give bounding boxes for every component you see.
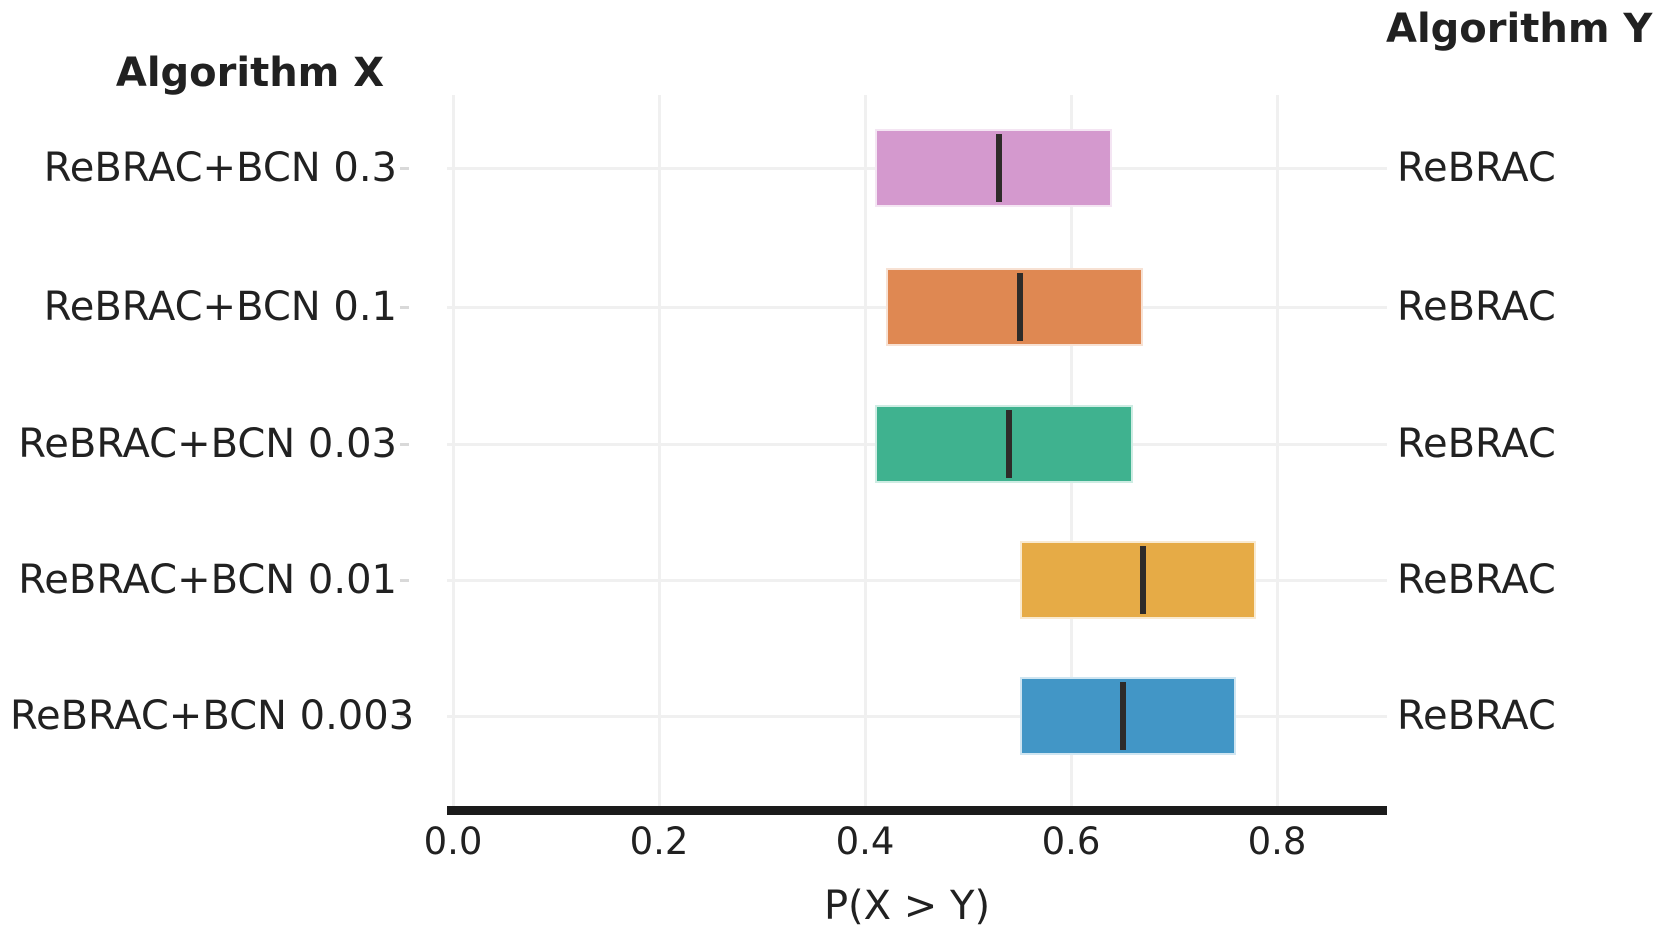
row-label-algorithm-y: ReBRAC xyxy=(1397,693,1556,739)
median-line xyxy=(1119,682,1126,750)
interval-bar xyxy=(1019,541,1257,619)
algorithm-x-header: Algorithm X xyxy=(115,50,385,96)
interval-bar xyxy=(875,129,1113,207)
grid-line-vertical xyxy=(657,95,661,806)
row-label-algorithm-x: ReBRAC+BCN 0.3 xyxy=(43,145,397,191)
median-line xyxy=(995,134,1002,202)
grid-line-vertical xyxy=(863,95,867,806)
y-tick-mark xyxy=(400,714,409,718)
row-label-algorithm-x: ReBRAC+BCN 0.01 xyxy=(18,557,397,603)
grid-line-horizontal xyxy=(447,714,1387,718)
row-label-algorithm-y: ReBRAC xyxy=(1397,557,1556,603)
interval-bar xyxy=(885,268,1144,346)
y-tick-mark xyxy=(400,578,409,582)
interval-bar xyxy=(1019,677,1236,755)
grid-line-horizontal xyxy=(447,578,1387,582)
median-line xyxy=(1140,546,1147,614)
y-tick-mark xyxy=(400,305,409,309)
row-label-algorithm-y: ReBRAC xyxy=(1397,145,1556,191)
x-axis-label: P(X > Y) xyxy=(823,883,991,929)
x-tick-label: 0.8 xyxy=(1247,820,1307,863)
x-axis-line xyxy=(447,806,1387,815)
x-tick-label: 0.2 xyxy=(629,820,689,863)
median-line xyxy=(1016,273,1023,341)
algorithm-y-header: Algorithm Y xyxy=(1386,6,1653,52)
y-tick-mark xyxy=(400,166,409,170)
row-label-algorithm-x: ReBRAC+BCN 0.03 xyxy=(18,421,397,467)
x-tick-label: 0.0 xyxy=(423,820,483,863)
row-label-algorithm-y: ReBRAC xyxy=(1397,284,1556,330)
interval-bar xyxy=(875,405,1133,483)
row-label-algorithm-y: ReBRAC xyxy=(1397,421,1556,467)
row-label-algorithm-x: ReBRAC+BCN 0.003 xyxy=(10,693,415,739)
grid-line-vertical xyxy=(451,95,455,806)
x-tick-label: 0.6 xyxy=(1041,820,1101,863)
x-tick-label: 0.4 xyxy=(835,820,895,863)
y-tick-mark xyxy=(400,442,409,446)
grid-line-vertical xyxy=(1275,95,1279,806)
row-label-algorithm-x: ReBRAC+BCN 0.1 xyxy=(43,284,397,330)
median-line xyxy=(1006,410,1013,478)
